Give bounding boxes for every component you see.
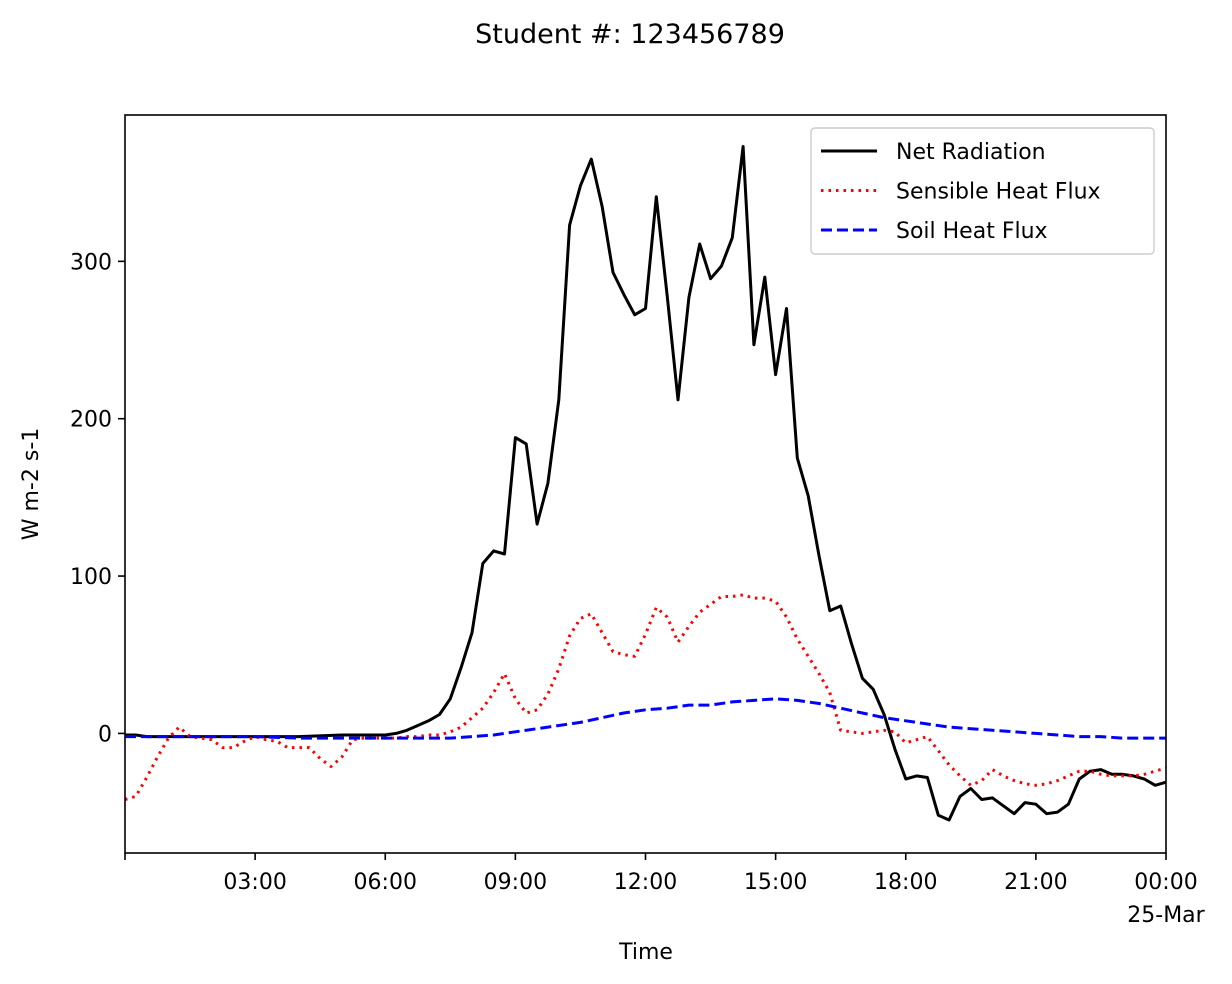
x-tick-label: 12:00 bbox=[614, 870, 677, 895]
series-line-net-radiation bbox=[125, 145, 1167, 822]
series-line-sensible-heat-flux bbox=[124, 593, 1167, 801]
legend-label-sensible-heat-flux: Sensible Heat Flux bbox=[896, 180, 1101, 205]
y-tick-label: 300 bbox=[70, 250, 112, 275]
series-layer bbox=[124, 145, 1167, 822]
legend-box bbox=[810, 127, 1155, 255]
y-axis-ticks: 0 100 200 300 bbox=[70, 250, 125, 747]
legend: Net Radiation Sensible Heat Flux Soil Heat… bbox=[810, 127, 1155, 255]
x-tick-sublabel: 25-Mar bbox=[1127, 903, 1205, 928]
y-axis-label: W m-2 s-1 bbox=[19, 428, 44, 541]
legend-label-soil-heat-flux: Soil Heat Flux bbox=[896, 219, 1048, 244]
x-tick-label: 18:00 bbox=[874, 870, 937, 895]
x-tick-label: 15:00 bbox=[744, 870, 807, 895]
x-axis-label: Time bbox=[618, 940, 673, 965]
series-line-soil-heat-flux bbox=[125, 697, 1166, 740]
y-tick-label: 200 bbox=[70, 408, 112, 433]
x-axis-ticks: 03:00 06:00 09:00 12:00 15:00 18:00 21:00 00:00… bbox=[124, 853, 1206, 928]
x-tick-label: 21:00 bbox=[1004, 870, 1067, 895]
x-tick-label: 03:00 bbox=[223, 870, 286, 895]
chart-title: Student #: 123456789 bbox=[475, 19, 785, 50]
y-tick-label: 0 bbox=[98, 722, 112, 747]
x-tick-label: 00:00 bbox=[1134, 870, 1197, 895]
x-tick-label: 09:00 bbox=[484, 870, 547, 895]
x-tick-label: 06:00 bbox=[354, 870, 417, 895]
legend-label-net-radiation: Net Radiation bbox=[896, 140, 1046, 165]
y-tick-label: 100 bbox=[70, 565, 112, 590]
